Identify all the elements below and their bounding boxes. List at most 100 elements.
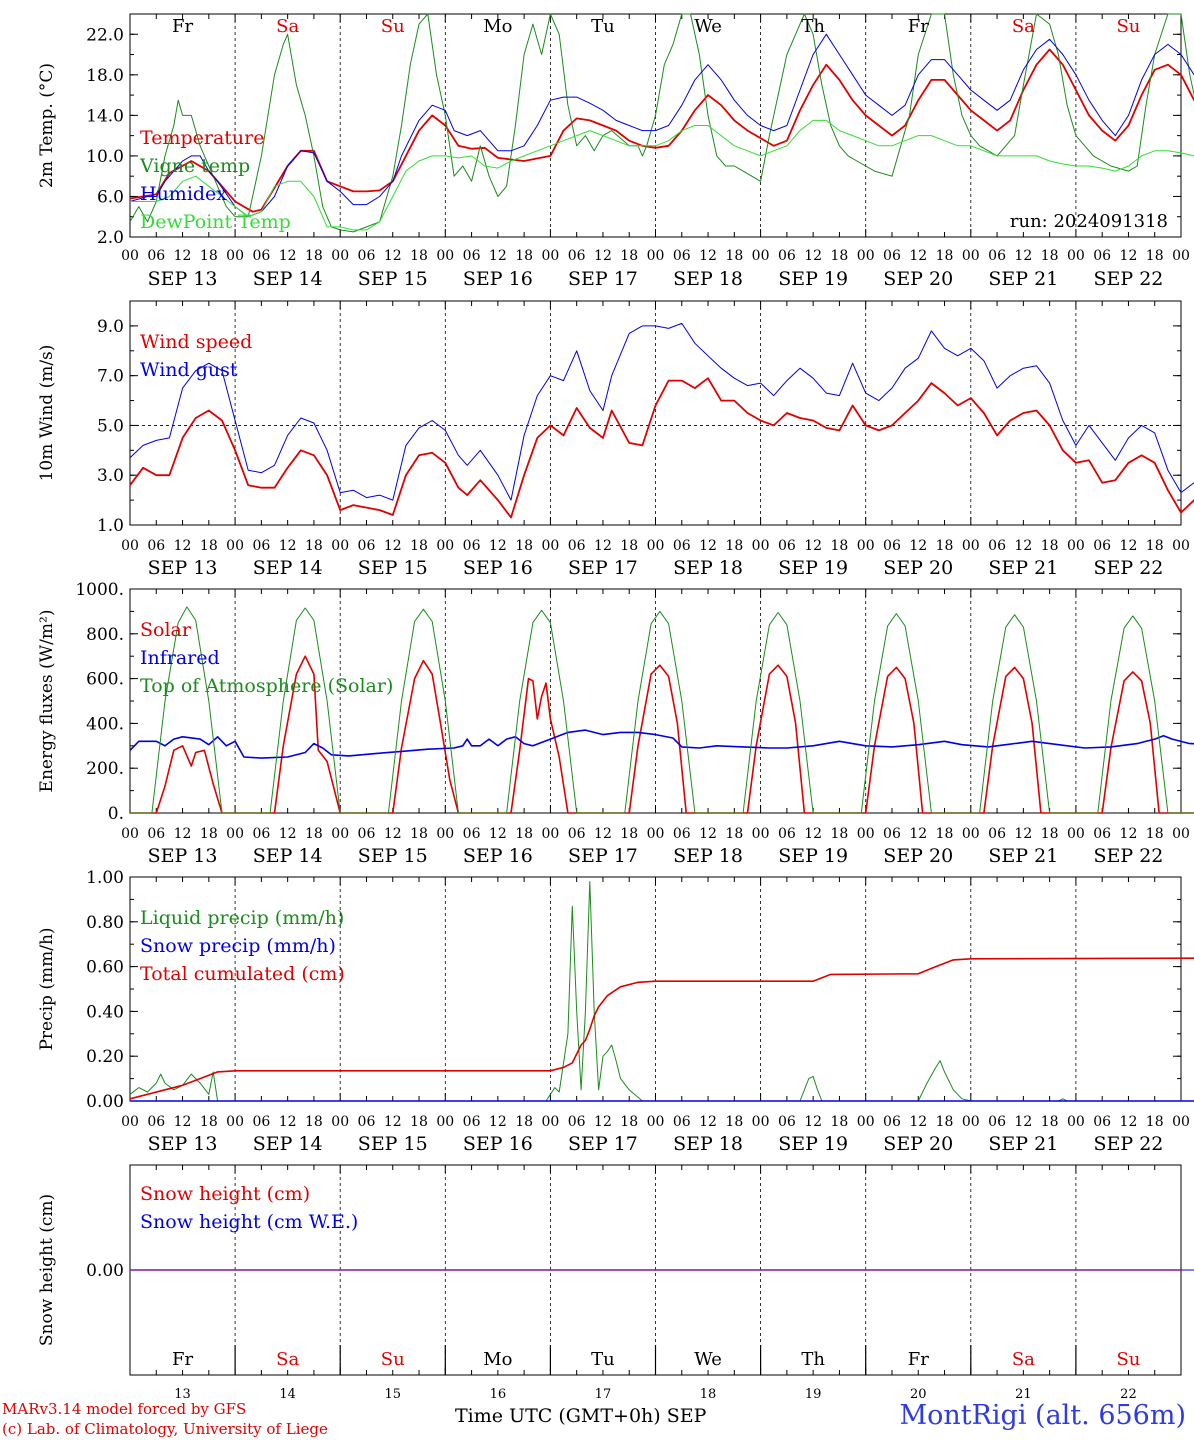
date-label: SEP 21 xyxy=(988,268,1058,290)
day-number-label: 17 xyxy=(595,1387,612,1402)
date-label: SEP 21 xyxy=(988,845,1058,867)
date-label: SEP 15 xyxy=(358,1133,428,1155)
hour-tick-label: 18 xyxy=(305,826,323,842)
weekday-label: Sa xyxy=(276,1349,299,1370)
weekday-label: We xyxy=(694,16,722,37)
hour-tick-label: 12 xyxy=(804,248,822,264)
y-tick-label: 6.0 xyxy=(97,187,124,207)
hour-tick-label: 12 xyxy=(279,248,297,264)
hour-tick-label: 06 xyxy=(778,538,796,554)
hour-tick-label: 06 xyxy=(358,826,376,842)
date-label: SEP 20 xyxy=(883,845,953,867)
hour-tick-label: 12 xyxy=(1120,248,1138,264)
hour-tick-label: 18 xyxy=(1041,1114,1059,1130)
hour-tick-label: 06 xyxy=(147,1114,165,1130)
hour-tick-label: 00 xyxy=(962,538,980,554)
y-tick-label: 18.0 xyxy=(86,66,124,86)
series-line-solar xyxy=(130,655,1194,814)
series-line-humidex xyxy=(129,33,1194,218)
hour-tick-label: 00 xyxy=(541,826,559,842)
hour-tick-label: 18 xyxy=(515,248,533,264)
date-label: SEP 20 xyxy=(883,557,953,579)
hour-tick-label: 00 xyxy=(1172,248,1190,264)
date-label: SEP 13 xyxy=(148,557,218,579)
hour-tick-label: 00 xyxy=(1172,826,1190,842)
hour-tick-label: 12 xyxy=(909,1114,927,1130)
weekday-label: Th xyxy=(801,1349,825,1370)
hour-tick-label: 12 xyxy=(909,826,927,842)
date-label: SEP 19 xyxy=(778,845,848,867)
legend-entry: Humidex xyxy=(140,183,227,205)
hour-tick-label: 18 xyxy=(200,248,218,264)
hour-tick-label: 12 xyxy=(174,538,192,554)
hour-tick-label: 18 xyxy=(305,1114,323,1130)
hour-tick-label: 18 xyxy=(1041,538,1059,554)
hour-tick-label: 18 xyxy=(936,538,954,554)
plot-frame xyxy=(129,13,1182,238)
hour-tick-label: 18 xyxy=(515,538,533,554)
hour-tick-label: 06 xyxy=(778,1114,796,1130)
hour-tick-label: 12 xyxy=(594,538,612,554)
hour-tick-label: 00 xyxy=(436,538,454,554)
series-line-total-cumulated-cm- xyxy=(129,957,1194,1100)
series-line-liquid-precip-mm-h- xyxy=(129,881,1194,1102)
y-tick-label: 10.0 xyxy=(86,147,124,167)
legend-entry: Temperature xyxy=(140,127,264,149)
y-tick-label: 1.00 xyxy=(86,868,124,888)
hour-tick-label: 18 xyxy=(305,538,323,554)
y-axis-label: Snow height (cm) xyxy=(37,1194,57,1346)
hour-tick-label: 18 xyxy=(620,826,638,842)
hour-tick-label: 06 xyxy=(883,248,901,264)
hour-tick-label: 18 xyxy=(831,538,849,554)
hour-tick-label: 18 xyxy=(831,248,849,264)
hour-tick-label: 06 xyxy=(252,538,270,554)
hour-tick-label: 00 xyxy=(752,248,770,264)
panel-snow: 0.00 Snow height (cm) Snow height (cm) Snow… xyxy=(37,1164,1194,1402)
hour-tick-label: 00 xyxy=(857,248,875,264)
weekday-label: Fr xyxy=(908,16,929,37)
hour-tick-label: 12 xyxy=(489,248,507,264)
date-label: SEP 13 xyxy=(148,268,218,290)
series-line-temperature xyxy=(129,48,1194,213)
date-label: SEP 13 xyxy=(148,845,218,867)
hour-tick-label: 12 xyxy=(174,826,192,842)
hour-tick-label: 06 xyxy=(358,538,376,554)
hour-tick-label: 12 xyxy=(699,1114,717,1130)
legend-entry: Infrared xyxy=(140,647,220,669)
date-label: SEP 18 xyxy=(673,268,743,290)
y-axis-label: Precip (mm/h) xyxy=(37,927,57,1050)
y-tick-label: 9.0 xyxy=(97,317,124,337)
hour-tick-label: 12 xyxy=(699,248,717,264)
hour-tick-label: 00 xyxy=(1067,248,1085,264)
weekday-label: Sa xyxy=(276,16,299,37)
date-label: SEP 16 xyxy=(463,845,533,867)
weekday-label: Su xyxy=(1116,16,1140,37)
y-tick-label: 2.0 xyxy=(97,228,124,248)
x-axis-title: Time UTC (GMT+0h) SEP xyxy=(455,1405,707,1427)
weekday-label: Sa xyxy=(1012,16,1035,37)
weekday-label: Tu xyxy=(591,1349,615,1370)
date-label: SEP 15 xyxy=(358,845,428,867)
hour-tick-label: 18 xyxy=(936,826,954,842)
hour-tick-label: 18 xyxy=(200,1114,218,1130)
hour-tick-label: 12 xyxy=(1014,1114,1032,1130)
y-tick-label: 0.40 xyxy=(86,1002,124,1022)
y-tick-label: 0.00 xyxy=(86,1261,124,1281)
hour-tick-label: 12 xyxy=(909,538,927,554)
hour-tick-label: 00 xyxy=(962,1114,980,1130)
hour-tick-label: 12 xyxy=(174,248,192,264)
date-label: SEP 21 xyxy=(988,557,1058,579)
y-axis-label: 2m Temp. (°C) xyxy=(37,63,57,188)
y-axis-label: 10m Wind (m/s) xyxy=(37,345,57,482)
model-credit: MARv3.14 model forced by GFS xyxy=(2,1400,247,1418)
day-number-label: 16 xyxy=(490,1387,507,1402)
hour-tick-label: 06 xyxy=(568,1114,586,1130)
y-tick-label: 0.80 xyxy=(86,913,124,933)
hour-tick-label: 00 xyxy=(647,248,665,264)
hour-tick-label: 06 xyxy=(988,538,1006,554)
legend-entry: Liquid precip (mm/h) xyxy=(140,907,344,929)
panel-temperature: 2.0 6.0 10.0 14.0 18.0 22.0 2m Temp. (°C) Tempe… xyxy=(37,13,1194,290)
weekday-label: Mo xyxy=(483,1349,512,1370)
series-line-wind-gust xyxy=(129,322,1194,501)
hour-tick-label: 06 xyxy=(673,538,691,554)
